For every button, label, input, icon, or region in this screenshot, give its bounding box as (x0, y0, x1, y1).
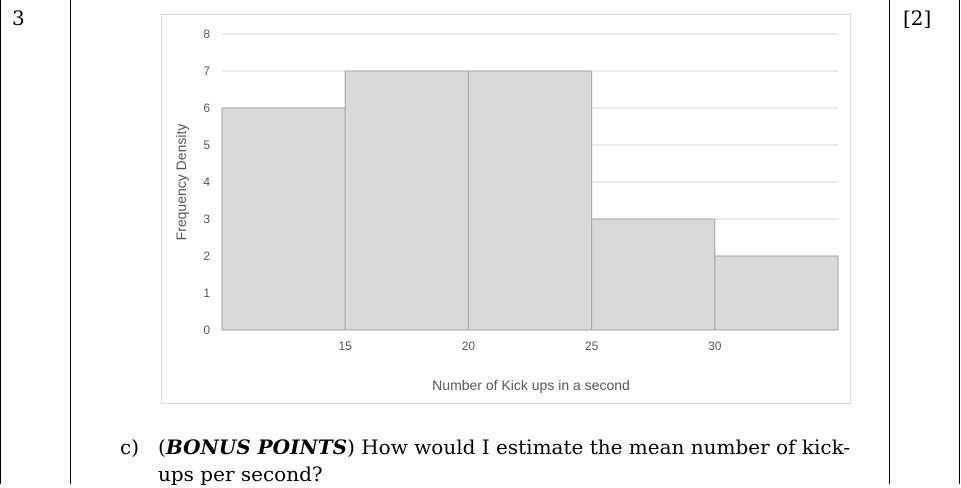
y-tick-label: 2 (203, 249, 210, 263)
histogram-bar-2 (344, 70, 469, 331)
bonus-open-paren: ( (158, 435, 166, 459)
x-axis-title: Number of Kick ups in a second (432, 377, 630, 393)
x-tick-label: 15 (339, 339, 353, 353)
histogram-bar-4 (591, 218, 716, 331)
y-tick-label: 1 (203, 286, 210, 300)
y-axis-title: Frequency Density (173, 124, 189, 241)
y-tick-label: 3 (203, 212, 210, 226)
bars (221, 70, 839, 331)
right-border (959, 0, 960, 484)
x-tick-label: 30 (708, 339, 722, 353)
histogram-chart: 0 1 2 3 4 5 6 7 8 15 20 25 30 Number of Kick ups in … (173, 27, 839, 393)
question-body: How would I estimate the mean number of … (158, 435, 851, 486)
part-label: c) (120, 435, 140, 459)
y-tick-label: 0 (203, 323, 210, 337)
question-text: (BONUS POINTS) How would I estimate the … (158, 434, 878, 488)
question-number: 3 (12, 6, 25, 30)
marks-label: [2] (903, 6, 932, 30)
y-tick-label: 6 (203, 101, 210, 115)
bonus-points-label: BONUS POINTS (165, 435, 348, 459)
histogram-bar-3 (467, 70, 593, 331)
bonus-close-paren: ) (347, 435, 355, 459)
tick-labels: 0 1 2 3 4 5 6 7 8 15 20 25 30 (203, 27, 721, 353)
left-border (0, 0, 1, 484)
number-column-divider (70, 0, 71, 484)
y-tick-label: 7 (203, 64, 210, 78)
chart-frame (161, 14, 851, 404)
x-tick-label: 20 (462, 339, 476, 353)
histogram-bar-5 (714, 255, 839, 331)
marks-column-divider (889, 0, 890, 484)
histogram-bar-1 (221, 107, 346, 331)
y-tick-label: 8 (203, 27, 210, 41)
y-tick-label: 5 (203, 138, 210, 152)
y-tick-label: 4 (203, 175, 210, 189)
x-tick-label: 25 (585, 339, 599, 353)
